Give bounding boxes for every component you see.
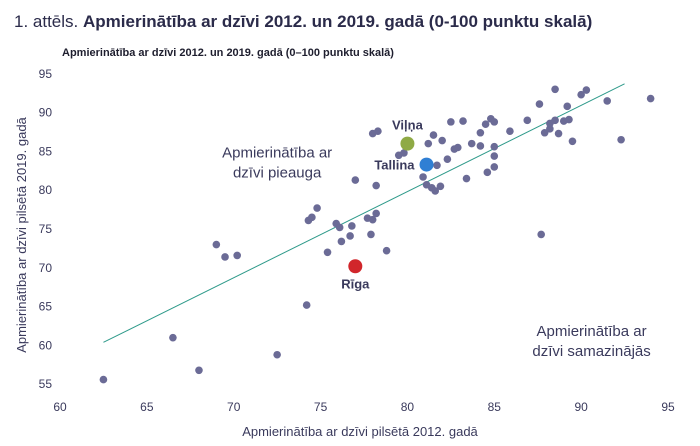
y-tick-label: 85	[39, 144, 53, 158]
data-point	[212, 240, 221, 249]
data-point	[481, 120, 490, 129]
y-axis-title: Apmierinātība ar dzīvi pilsētā 2019. gad…	[14, 116, 29, 352]
data-point	[436, 182, 445, 191]
data-point	[476, 128, 485, 137]
data-point	[490, 142, 499, 151]
annotation-line: dzīvi pieauga	[233, 165, 322, 182]
figure-title: 1. attēls. Apmierinātība ar dzīvi 2012. …	[14, 12, 592, 32]
data-point	[431, 187, 440, 195]
y-tick-label: 55	[39, 377, 53, 391]
data-point	[99, 375, 108, 384]
data-point	[273, 350, 281, 359]
x-tick-label: 85	[488, 400, 502, 414]
data-point	[546, 125, 554, 133]
data-point	[308, 213, 316, 222]
data-point	[483, 168, 492, 177]
highlight-point-tallina	[419, 157, 434, 172]
data-point	[233, 251, 241, 260]
data-point	[419, 173, 427, 181]
annotation-increase: Apmierinātība ar dzīvi pieauga	[222, 145, 332, 182]
figure-number: 1. attēls.	[14, 12, 79, 31]
data-point	[577, 90, 585, 99]
data-point	[568, 137, 577, 146]
data-point	[438, 136, 446, 145]
data-point	[313, 204, 321, 212]
figure-title-text: Apmierinātība ar dzīvi 2012. un 2019. ga…	[83, 12, 593, 31]
data-point	[433, 161, 441, 170]
data-point	[454, 143, 462, 152]
data-point	[346, 232, 354, 240]
y-tick-label: 80	[39, 183, 53, 197]
annotation-decrease: Apmierinātība ar dzīvi samazinājās	[532, 323, 650, 360]
data-point	[195, 366, 203, 375]
highlight-label-vilna: Viļņa	[392, 118, 424, 133]
data-point	[372, 181, 380, 190]
data-point	[429, 131, 438, 139]
data-point	[462, 174, 471, 183]
data-point	[646, 94, 655, 103]
data-point	[467, 139, 476, 148]
x-tick-label: 90	[574, 400, 588, 414]
data-point	[400, 149, 408, 157]
y-tick-label: 65	[39, 300, 53, 314]
x-tick-label: 65	[140, 400, 154, 414]
data-point	[424, 139, 433, 148]
data-point	[374, 127, 382, 135]
data-point	[523, 116, 532, 125]
data-point	[563, 102, 572, 111]
chart-subtitle: Apmierinātība ar dzīvi 2012. un 2019. ga…	[62, 47, 394, 59]
y-tick-label: 60	[39, 338, 53, 352]
data-point	[537, 230, 545, 239]
y-tick-label: 70	[39, 261, 53, 275]
data-point	[335, 223, 344, 232]
y-tick-label: 95	[39, 67, 53, 81]
data-point	[617, 135, 625, 144]
data-point	[372, 209, 380, 218]
x-tick-label: 80	[401, 400, 415, 414]
x-tick-label: 95	[661, 400, 675, 414]
data-point	[490, 163, 499, 171]
data-point	[348, 222, 356, 230]
data-point	[302, 301, 311, 309]
data-point	[221, 253, 229, 261]
data-point	[506, 127, 514, 135]
data-point	[603, 97, 611, 105]
data-point	[490, 152, 499, 160]
data-point	[323, 248, 332, 257]
data-point	[490, 118, 499, 126]
data-point	[535, 100, 544, 108]
data-point	[459, 117, 467, 125]
data-point	[351, 176, 360, 184]
x-tick-label: 60	[53, 400, 67, 414]
highlight-point-vilna	[400, 136, 415, 151]
data-point	[382, 246, 391, 255]
data-point	[582, 86, 591, 94]
trend-line	[103, 83, 625, 343]
data-point	[337, 237, 346, 246]
data-point	[169, 333, 177, 342]
data-point	[368, 215, 377, 224]
data-point	[476, 142, 485, 150]
data-point	[443, 155, 452, 163]
data-point	[554, 129, 563, 138]
annotation-line: Apmierinātība ar	[222, 145, 332, 162]
x-axis-title: Apmierinātība ar dzīvi pilsētā 2012. gad…	[242, 424, 478, 439]
data-point	[551, 85, 559, 94]
highlight-label-tallina: Tallina	[374, 158, 415, 173]
annotation-line: Apmierinātība ar	[537, 323, 647, 340]
data-point	[551, 116, 559, 125]
x-tick-label: 70	[227, 400, 241, 414]
highlight-label-riga: Rīga	[341, 276, 370, 291]
data-point	[367, 230, 375, 239]
x-tick-label: 75	[314, 400, 328, 414]
data-point	[540, 128, 549, 137]
annotation-line: dzīvi samazinājās	[532, 343, 650, 360]
y-tick-label: 90	[39, 106, 53, 120]
data-point	[565, 115, 573, 124]
y-tick-label: 75	[39, 222, 53, 236]
data-point	[447, 118, 455, 126]
highlight-point-riga	[348, 259, 363, 274]
